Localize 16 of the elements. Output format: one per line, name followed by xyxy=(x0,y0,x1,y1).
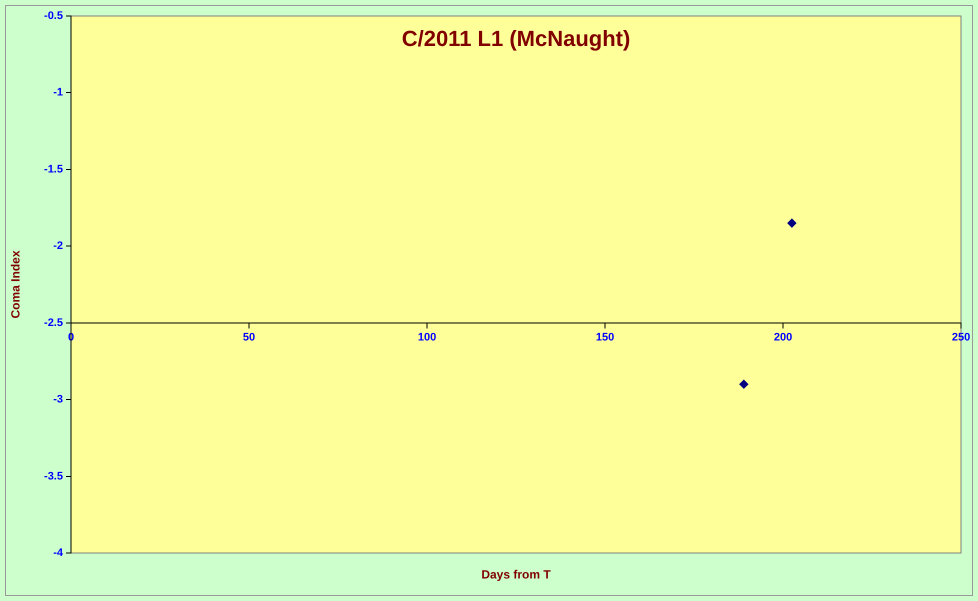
y-axis-title: Coma Index xyxy=(8,250,23,319)
y-tick-label: -2.5 xyxy=(44,316,63,329)
y-tick-label: -4 xyxy=(53,547,64,560)
text: C/2011 L1 (McNaught) xyxy=(402,26,630,52)
x-tick-label: 100 xyxy=(418,331,436,344)
y-tick-label: -3.5 xyxy=(44,470,63,482)
y-tick-label: -3 xyxy=(53,394,63,406)
x-tick-label: 50 xyxy=(242,331,256,344)
y-tick-label: -2 xyxy=(53,240,63,252)
y-tick-label: -1.5 xyxy=(44,163,63,176)
x-tick-label: 200 xyxy=(774,331,792,344)
x-axis-title: Days from T xyxy=(481,567,552,582)
y-tick-label: -1 xyxy=(53,86,63,99)
x-tick-label: 250 xyxy=(952,331,970,344)
y-tick-label: -0.5 xyxy=(44,10,63,22)
x-tick-label: 150 xyxy=(596,331,614,344)
